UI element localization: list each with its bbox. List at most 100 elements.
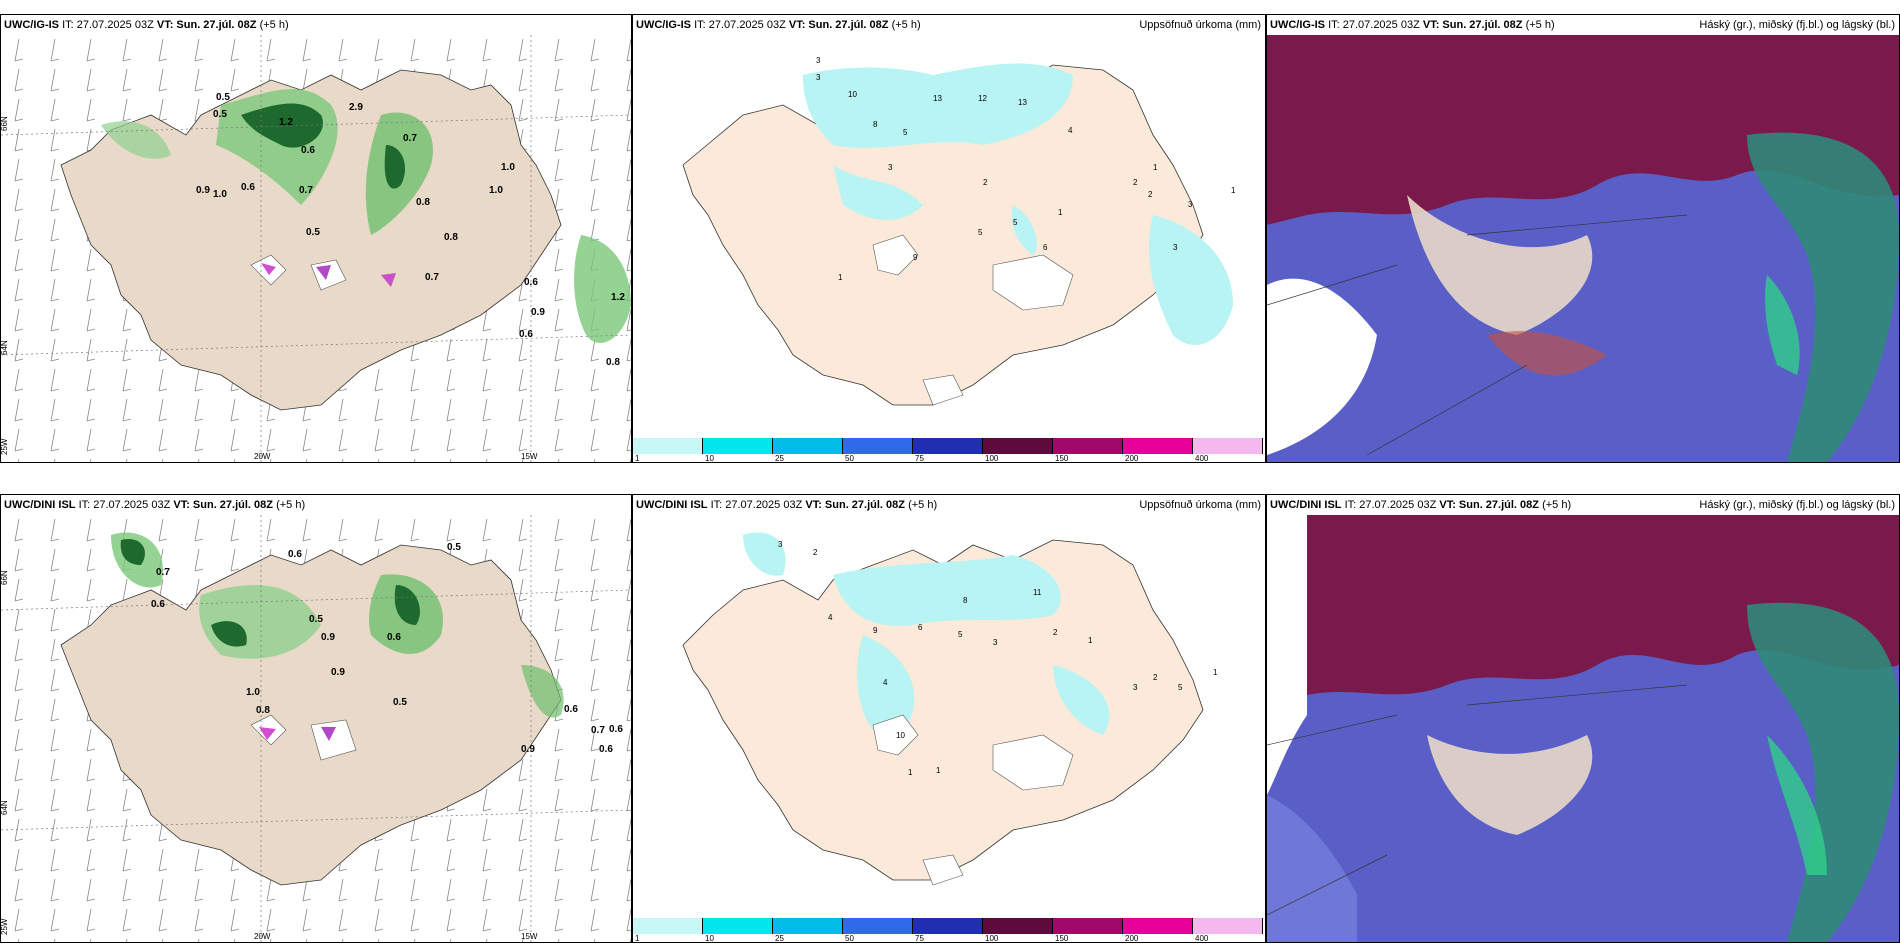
value-label: 1 — [1058, 208, 1063, 217]
colorbar-tick: 50 — [845, 934, 854, 943]
value-label: 0.5 — [309, 614, 323, 625]
value-label: 2 — [813, 548, 818, 557]
value-label: 13 — [1018, 98, 1027, 107]
colorbar-cell — [1053, 438, 1123, 454]
wind-value-labels: 0.5 0.6 0.7 0.6 0.5 0.6 0.9 1.0 0.8 0.9 0.7 0.5 0.6 0… — [151, 542, 623, 755]
value-label: 0.9 — [331, 667, 345, 678]
value-label: 9 — [913, 253, 918, 262]
panel-top-left: UWC/IG-IS IT: 27.07.2025 03Z VT: Sun. 27… — [0, 14, 632, 463]
value-label: 5 — [958, 630, 963, 639]
colorbar-cell — [843, 438, 913, 454]
colorbar-cell — [633, 918, 703, 934]
value-label: 0.9 — [531, 307, 545, 318]
value-label: 1.2 — [279, 117, 293, 128]
value-label: 2.9 — [349, 102, 363, 113]
value-label: 5 — [1013, 218, 1018, 227]
value-label: 1.0 — [213, 189, 227, 200]
value-label: 0.6 — [564, 704, 578, 715]
value-label: 0.8 — [606, 357, 620, 368]
colorbar-cell — [983, 918, 1053, 934]
colorbar-cell — [703, 438, 773, 454]
colorbar-tick: 200 — [1125, 934, 1139, 943]
value-label: 0.5 — [213, 109, 227, 120]
axis-label-15w: 15W — [521, 932, 538, 941]
value-label: 10 — [896, 731, 905, 740]
colorbar-tick: 1 — [635, 454, 640, 463]
value-label: 0.5 — [216, 92, 230, 103]
panel-bottom-left: UWC/DINI ISL IT: 27.07.2025 03Z VT: Sun.… — [0, 494, 632, 943]
colorbar: 1 10 25 50 75 100 150 200 400 — [633, 438, 1265, 462]
value-label: 3 — [816, 73, 821, 82]
value-label: 0.7 — [403, 133, 417, 144]
axis-label-25w: 25W — [1, 918, 9, 935]
value-label: 1 — [1153, 163, 1158, 172]
value-label: 3 — [1173, 243, 1178, 252]
cloud-map — [1267, 515, 1899, 942]
value-label: 0.9 — [321, 632, 335, 643]
value-label: 0.6 — [151, 599, 165, 610]
colorbar-tick: 10 — [705, 934, 714, 943]
colorbar-tick: 100 — [985, 934, 999, 943]
axis-label-20w: 20W — [254, 452, 271, 461]
axis-label-66n: 66N — [1, 116, 9, 131]
value-label: 2 — [1148, 190, 1153, 199]
value-label: 0.6 — [519, 329, 533, 340]
colorbar-cell — [1123, 918, 1193, 934]
value-label: 6 — [1043, 243, 1048, 252]
value-label: 3 — [888, 163, 893, 172]
colorbar-cell — [1053, 918, 1123, 934]
value-label: 13 — [933, 94, 942, 103]
cloud-map — [1267, 35, 1899, 462]
colorbar-tick: 100 — [985, 454, 999, 463]
value-label: 0.7 — [156, 567, 170, 578]
value-label: 11 — [1033, 588, 1042, 597]
value-label: 0.8 — [256, 705, 270, 716]
value-label: 0.6 — [524, 277, 538, 288]
value-label: 8 — [873, 120, 878, 129]
axis-label-15w: 15W — [521, 452, 538, 461]
value-label: 0.7 — [425, 272, 439, 283]
panel-top-right: UWC/IG-IS IT: 27.07.2025 03Z VT: Sun. 27… — [1266, 14, 1900, 463]
panel-top-middle: UWC/IG-IS IT: 27.07.2025 03Z VT: Sun. 27… — [632, 14, 1266, 463]
panel-header: UWC/IG-IS IT: 27.07.2025 03Z VT: Sun. 27… — [1267, 15, 1899, 35]
value-label: 8 — [963, 596, 968, 605]
value-label: 2 — [1053, 628, 1058, 637]
value-label: 0.6 — [599, 744, 613, 755]
colorbar-cell — [843, 918, 913, 934]
value-label: 1.0 — [246, 687, 260, 698]
colorbar-tick: 25 — [775, 934, 784, 943]
value-label: 0.7 — [591, 725, 605, 736]
axis-label-25w: 25W — [1, 438, 9, 455]
value-label: 1 — [1213, 668, 1218, 677]
colorbar-cell — [1123, 438, 1193, 454]
value-label: 0.8 — [416, 197, 430, 208]
value-label: 0.6 — [301, 145, 315, 156]
value-label: 1 — [936, 766, 941, 775]
axis-label-20w: 20W — [254, 932, 271, 941]
value-label: 4 — [828, 613, 833, 622]
value-label: 3 — [993, 638, 998, 647]
value-label: 2 — [1153, 673, 1158, 682]
wind-value-labels: 0.50.51.22.90.71.00.60.9 1.0 0.70.80.60.50… — [196, 92, 625, 368]
value-label: 0.6 — [387, 632, 401, 643]
value-label: 5 — [978, 228, 983, 237]
value-label: 0.9 — [521, 744, 535, 755]
panel-bottom-right: UWC/DINI ISL IT: 27.07.2025 03Z VT: Sun.… — [1266, 494, 1900, 943]
value-label: 9 — [873, 626, 878, 635]
colorbar-cell — [703, 918, 773, 934]
value-label: 4 — [883, 678, 888, 687]
colorbar-tick: 10 — [705, 454, 714, 463]
colorbar-tick: 150 — [1055, 454, 1069, 463]
colorbar-tick: 1 — [635, 934, 640, 943]
iceland-outline — [682, 539, 1204, 881]
colorbar-tick: 50 — [845, 454, 854, 463]
colorbar-cell — [983, 438, 1053, 454]
value-label: 3 — [1188, 200, 1193, 209]
colorbar-tick: 400 — [1195, 934, 1209, 943]
value-label: 0.6 — [241, 182, 255, 193]
panel-header: UWC/IG-IS IT: 27.07.2025 03Z VT: Sun. 27… — [1, 15, 631, 35]
value-label: 0.5 — [447, 542, 461, 553]
colorbar-cell — [1193, 918, 1263, 934]
